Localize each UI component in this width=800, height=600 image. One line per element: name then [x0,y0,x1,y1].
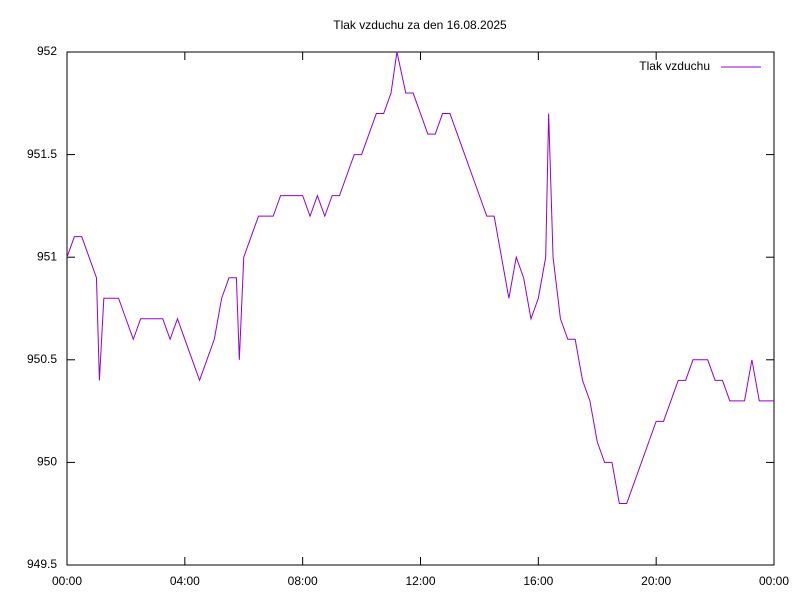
y-tick-label: 950.5 [27,352,57,366]
x-tick-label: 04:00 [170,574,200,588]
y-tick-label: 949.5 [27,557,57,571]
legend-label: Tlak vzduchu [639,59,710,73]
x-tick-label: 00:00 [759,574,789,588]
x-tick-label: 16:00 [523,574,553,588]
data-line [66,51,774,504]
x-tick-label: 00:00 [52,574,82,588]
x-tick-label: 08:00 [288,574,318,588]
x-tick-label: 12:00 [405,574,435,588]
x-tick-label: 20:00 [641,574,671,588]
y-tick-label: 950 [37,455,57,469]
y-tick-label: 951 [37,249,57,263]
y-tick-label: 952 [37,44,57,58]
y-tick-label: 951.5 [27,147,57,161]
chart-title: Tlak vzduchu za den 16.08.2025 [333,18,507,32]
